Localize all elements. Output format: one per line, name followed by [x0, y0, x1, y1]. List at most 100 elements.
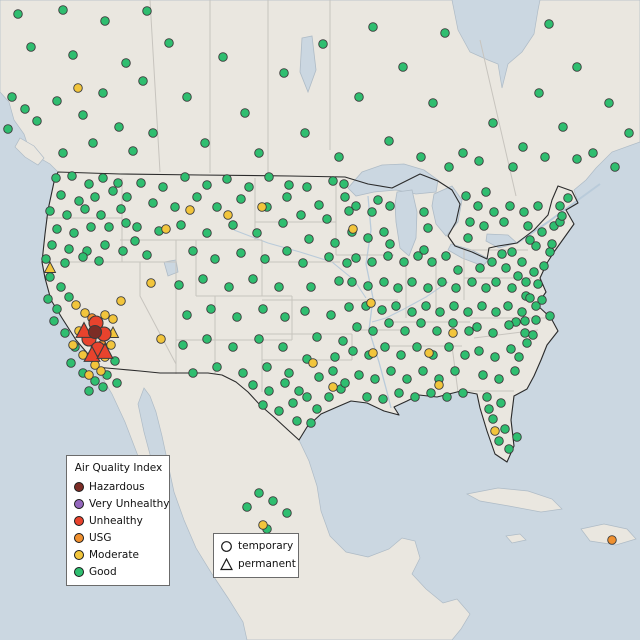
unhealthy-station-triangle [83, 345, 101, 362]
good-station-circle [312, 332, 322, 342]
good-station-circle [463, 233, 473, 243]
good-station-circle [410, 392, 420, 402]
good-station-circle [288, 398, 298, 408]
good-station-circle [520, 328, 530, 338]
good-station-circle [98, 382, 108, 392]
jamaica-island [505, 533, 527, 544]
good-station-circle [474, 156, 484, 166]
good-station-circle [437, 277, 447, 287]
good-station-circle [512, 432, 522, 442]
good-station-circle [252, 228, 262, 238]
good-station-circle [503, 301, 513, 311]
good-station-circle [460, 350, 470, 360]
good-station-circle [312, 404, 322, 414]
good-station-circle [416, 318, 426, 328]
good-station-circle [236, 194, 246, 204]
good-station-circle [494, 374, 504, 384]
good-station-circle [284, 368, 294, 378]
station-markers [3, 5, 634, 554]
moderate-station-triangle [43, 261, 57, 273]
good-station-circle [339, 179, 349, 189]
good-station-circle [210, 254, 220, 264]
good-station-circle [60, 328, 70, 338]
good-station-circle [517, 307, 527, 317]
good-station-circle [260, 254, 270, 264]
good-station-circle [510, 366, 520, 376]
good-station-circle [572, 62, 582, 72]
good-station-circle [232, 312, 242, 322]
good-station-circle [56, 190, 66, 200]
good-station-circle [488, 118, 498, 128]
good-station-circle [47, 240, 57, 250]
good-station-circle [363, 233, 373, 243]
aqi-legend-label: Hazardous [89, 480, 145, 493]
good-station-circle [180, 172, 190, 182]
good-station-circle [572, 154, 582, 164]
good-station-circle [302, 392, 312, 402]
good-station-circle [563, 193, 573, 203]
good-station-circle [342, 258, 352, 268]
good-station-circle [386, 366, 396, 376]
good-station-circle [278, 218, 288, 228]
good-station-circle [520, 316, 530, 326]
good-station-circle [517, 257, 527, 267]
good-station-circle [90, 192, 100, 202]
good-station-circle [244, 182, 254, 192]
good-station-circle [544, 19, 554, 29]
good-station-circle [367, 207, 377, 217]
good-station-circle [198, 274, 208, 284]
good-station-circle [351, 201, 361, 211]
good-station-circle [300, 128, 310, 138]
good-station-circle [501, 263, 511, 273]
good-station-circle [481, 283, 491, 293]
unhealthy-station-triangle [75, 321, 93, 338]
good-station-circle [362, 392, 372, 402]
good-station-circle [487, 257, 497, 267]
good-station-circle [330, 238, 340, 248]
good-station-circle [94, 256, 104, 266]
lake-superior [347, 163, 439, 197]
good-station-circle [88, 138, 98, 148]
good-station-circle [66, 358, 76, 368]
moderate-station-circle [146, 278, 156, 288]
good-station-circle [419, 207, 429, 217]
good-station-circle [344, 206, 354, 216]
good-station-circle [274, 406, 284, 416]
good-station-circle [531, 315, 541, 325]
good-station-circle [56, 282, 66, 292]
good-station-circle [78, 110, 88, 120]
good-station-circle [236, 248, 246, 258]
good-station-circle [254, 488, 264, 498]
good-station-circle [188, 368, 198, 378]
good-station-circle [170, 202, 180, 212]
aqi-legend-item-hazardous: Hazardous [74, 480, 163, 493]
good-station-circle [254, 334, 264, 344]
good-station-circle [90, 376, 100, 386]
good-station-circle [121, 58, 131, 68]
good-station-circle [458, 388, 468, 398]
moderate-station-circle [100, 310, 110, 320]
good-station-circle [514, 352, 524, 362]
good-station-circle [610, 162, 620, 172]
good-station-circle [444, 342, 454, 352]
good-station-circle [463, 307, 473, 317]
good-station-circle [314, 200, 324, 210]
moderate-station-circle [71, 300, 81, 310]
good-station-circle [304, 234, 314, 244]
good-station-circle [108, 186, 118, 196]
moderate-station-circle [258, 520, 268, 530]
good-station-circle [334, 152, 344, 162]
moderate-station-circle [116, 296, 126, 306]
good-station-circle [385, 239, 395, 249]
good-station-circle [113, 178, 123, 188]
good-station-circle [206, 304, 216, 314]
good-station-circle [340, 192, 350, 202]
good-station-circle [367, 257, 377, 267]
good-station-circle [507, 283, 517, 293]
moderate-station-circle [161, 224, 171, 234]
good-station-circle [451, 283, 461, 293]
good-station-circle [547, 239, 557, 249]
good-station-circle [481, 187, 491, 197]
good-station-circle [130, 236, 140, 246]
good-station-circle [354, 92, 364, 102]
